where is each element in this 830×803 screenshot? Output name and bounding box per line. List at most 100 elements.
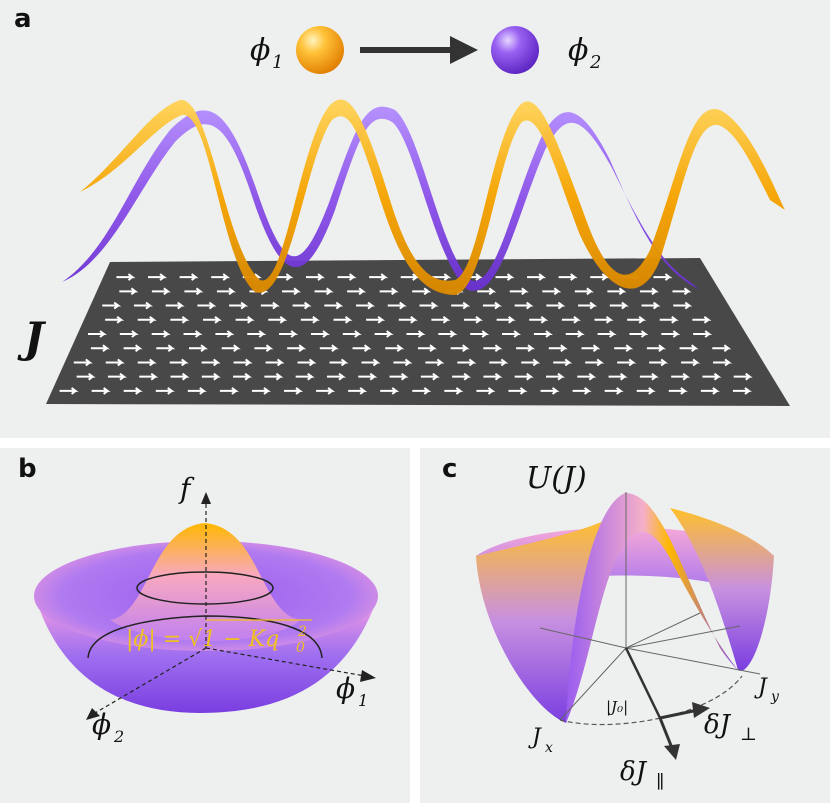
- phi2-legend-symbol: ϕ: [568, 33, 588, 68]
- field-arrow-icon: [155, 387, 175, 395]
- field-arrow-icon: [235, 315, 255, 324]
- Jx-sub: x: [545, 740, 553, 756]
- minimum-circle: [87, 615, 323, 659]
- grid-line-1: [625, 612, 701, 649]
- Jy-label: J: [754, 675, 768, 700]
- field-arrow-icon: [284, 387, 304, 395]
- field-arrow-icon: [614, 344, 634, 353]
- field-arrow-icon: [329, 358, 349, 367]
- field-arrow-icon: [183, 330, 203, 338]
- field-arrow-icon: [216, 287, 236, 296]
- field-arrow-icon: [358, 372, 378, 381]
- field-arrow-icon: [233, 358, 253, 367]
- field-arrow-icon: [374, 330, 394, 338]
- phi2-axis: [94, 647, 207, 714]
- J0-vector: [624, 647, 662, 719]
- field-arrow-icon: [653, 273, 673, 281]
- phi2-ball-icon: [491, 26, 539, 74]
- field-arrow-icon: [169, 358, 189, 367]
- field-arrow-icon: [641, 301, 661, 310]
- field-arrow-icon: [574, 287, 594, 296]
- field-arrow-icon: [609, 301, 629, 310]
- field-arrow-icon: [700, 387, 720, 395]
- field-arrow-icon: [300, 315, 320, 324]
- dJpar-label: δJ: [620, 757, 648, 787]
- field-arrow-icon: [558, 273, 578, 281]
- field-arrow-icon: [137, 315, 157, 324]
- field-arrow-icon: [590, 273, 610, 281]
- field-arrow-icon: [324, 301, 344, 310]
- field-arrow-icon: [260, 301, 280, 310]
- field-arrow-icon: [483, 344, 503, 353]
- J-plane: [46, 258, 790, 406]
- field-arrow-icon: [156, 344, 176, 353]
- field-arrow-icon: [202, 315, 222, 324]
- field-arrow-icon: [380, 387, 400, 395]
- f-axis-arrow-icon: [201, 492, 211, 504]
- field-arrow-icon: [215, 330, 235, 338]
- field-arrow-icon: [470, 330, 490, 338]
- field-arrow-icon: [73, 358, 93, 367]
- field-arrow-icon: [545, 372, 565, 381]
- field-arrow-icon: [189, 344, 209, 353]
- field-arrow-icon: [438, 330, 458, 338]
- field-arrow-icon: [59, 387, 79, 395]
- field-arrow-icon: [581, 344, 601, 353]
- grid-line-2: [539, 627, 627, 649]
- dJperp-vector: [659, 708, 699, 720]
- field-arrow-icon: [91, 387, 111, 395]
- field-arrow-icon: [527, 273, 547, 281]
- minimum-ring: [559, 675, 743, 726]
- phi1-legend-sub: 1: [272, 52, 283, 73]
- field-arrow-icon: [76, 372, 96, 381]
- dJperp-sub: ⊥: [740, 724, 757, 745]
- Jy-sub: y: [770, 689, 780, 705]
- field-arrow-icon: [310, 330, 330, 338]
- field-arrow-icon: [495, 273, 515, 281]
- panel-c-figure: U(J) J y J x |J₀| δJ ⊥ δJ ∥: [476, 461, 780, 793]
- field-arrow-icon: [268, 315, 288, 324]
- field-arrow-icon: [151, 330, 171, 338]
- field-arrow-icon: [732, 387, 752, 395]
- field-arrow-icon: [671, 372, 691, 381]
- field-arrow-icon: [105, 358, 125, 367]
- field-arrow-icon: [639, 372, 659, 381]
- field-arrow-icon: [393, 358, 413, 367]
- field-arrow-icon: [282, 287, 302, 296]
- field-arrow-icon: [432, 273, 452, 281]
- field-arrow-icon: [713, 358, 733, 367]
- field-arrow-icon: [148, 273, 168, 281]
- field-arrow-icon: [337, 273, 357, 281]
- field-arrow-icon: [451, 301, 471, 310]
- field-arrow-icon: [369, 273, 389, 281]
- field-arrow-icon: [420, 372, 440, 381]
- field-arrow-icon: [489, 358, 509, 367]
- field-arrow-icon: [356, 301, 376, 310]
- field-arrow-icon: [201, 358, 221, 367]
- central-hump: [110, 523, 300, 641]
- field-arrow-icon: [348, 387, 368, 395]
- field-arrow-icon: [672, 287, 692, 296]
- field-arrow-icon: [406, 330, 426, 338]
- Jy-axis: [625, 647, 761, 675]
- field-arrow-icon: [457, 358, 477, 367]
- field-arrow-icon: [305, 273, 325, 281]
- field-arrow-icon: [211, 273, 231, 281]
- field-arrow-icon: [578, 301, 598, 310]
- field-arrow-icon: [297, 358, 317, 367]
- field-arrow-icon: [385, 344, 405, 353]
- phi2-axis-arrow-icon: [86, 708, 100, 720]
- field-arrow-icon: [542, 287, 562, 296]
- grid-line-3: [625, 625, 741, 649]
- field-arrow-icon: [419, 301, 439, 310]
- phi1-legend-symbol: ϕ: [250, 33, 270, 68]
- field-arrow-icon: [661, 330, 681, 338]
- field-arrow-icon: [347, 287, 367, 296]
- J0-magnitude-label: |J₀|: [606, 698, 628, 716]
- field-arrow-icon: [151, 287, 171, 296]
- field-arrow-icon: [366, 315, 386, 324]
- field-arrow-icon: [123, 344, 143, 353]
- field-arrow-icon: [184, 287, 204, 296]
- field-arrow-icon: [400, 273, 420, 281]
- field-arrow-icon: [251, 387, 271, 395]
